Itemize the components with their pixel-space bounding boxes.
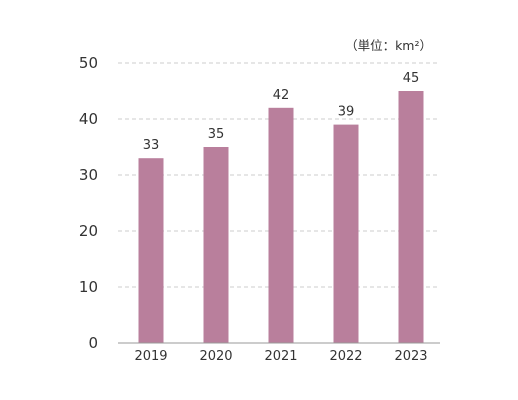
data-label-2023: 45: [403, 71, 420, 86]
y-tick-label: 20: [79, 222, 98, 240]
y-axis-ticks: 0 10 20 30 40 50: [79, 54, 98, 352]
x-tick-label-2023: 2023: [394, 349, 427, 364]
y-tick-label: 30: [79, 166, 98, 184]
bar-2021: [268, 107, 294, 343]
x-tick-label-2022: 2022: [329, 349, 362, 364]
bars: [138, 91, 424, 343]
data-label-2020: 35: [208, 127, 225, 142]
data-label-2021: 42: [273, 88, 290, 103]
x-tick-label-2021: 2021: [264, 349, 297, 364]
y-tick-label: 40: [79, 110, 98, 128]
unit-label: （単位：km²）: [345, 38, 432, 53]
x-tick-label-2019: 2019: [134, 349, 167, 364]
data-label-2019: 33: [143, 138, 160, 153]
data-labels: 33 35 42 39 45: [143, 71, 420, 153]
y-tick-label: 50: [79, 54, 98, 72]
x-tick-label-2020: 2020: [199, 349, 232, 364]
bar-2019: [138, 158, 164, 343]
y-tick-label: 10: [79, 278, 98, 296]
bar-2023: [398, 91, 424, 343]
bar-2020: [203, 147, 229, 343]
y-tick-label: 0: [88, 334, 98, 352]
bar-2022: [333, 124, 359, 343]
x-axis-ticks: 2019 2020 2021 2022 2023: [134, 349, 427, 364]
data-label-2022: 39: [338, 105, 355, 120]
